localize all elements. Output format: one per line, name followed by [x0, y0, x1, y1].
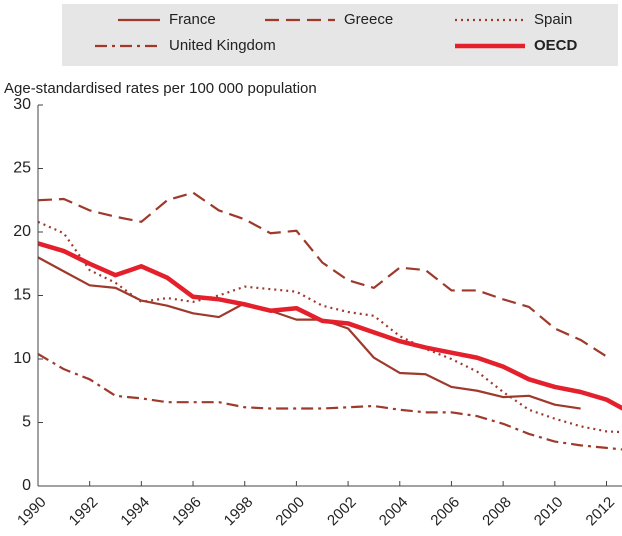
x-tick-label: 2006 [427, 494, 463, 530]
legend-label: United Kingdom [169, 37, 276, 54]
y-tick-label: 30 [13, 96, 31, 113]
legend-box [62, 4, 618, 66]
x-tick-label: 1994 [117, 494, 153, 530]
y-tick-label: 5 [22, 414, 31, 431]
x-tick-label: 2008 [479, 494, 515, 530]
series-line [38, 241, 622, 411]
y-tick-label: 20 [13, 223, 31, 240]
x-tick-label: 2004 [376, 494, 412, 530]
legend-label: France [169, 11, 216, 28]
x-tick-label: 1996 [169, 494, 205, 530]
series-line [38, 191, 608, 358]
legend-label: OECD [534, 37, 578, 54]
legend-label: Greece [344, 11, 393, 28]
series-line [38, 352, 622, 451]
x-tick-label: 1990 [14, 494, 50, 530]
x-tick-label: 1998 [221, 494, 257, 530]
y-tick-label: 25 [13, 160, 31, 177]
y-tick-label: 10 [13, 350, 31, 367]
x-tick-label: 1992 [66, 494, 102, 530]
y-axis-label: Age-standardised rates per 100 000 popul… [4, 80, 317, 97]
y-tick-label: 0 [22, 477, 31, 494]
x-tick-label: 2010 [531, 494, 567, 530]
x-tick-label: 2000 [272, 494, 308, 530]
x-tick-label: 2002 [324, 494, 360, 530]
series-line [38, 256, 581, 410]
legend-label: Spain [534, 11, 572, 28]
x-tick-label: 2012 [583, 494, 619, 530]
y-tick-label: 15 [13, 287, 31, 304]
series-line [38, 220, 622, 434]
